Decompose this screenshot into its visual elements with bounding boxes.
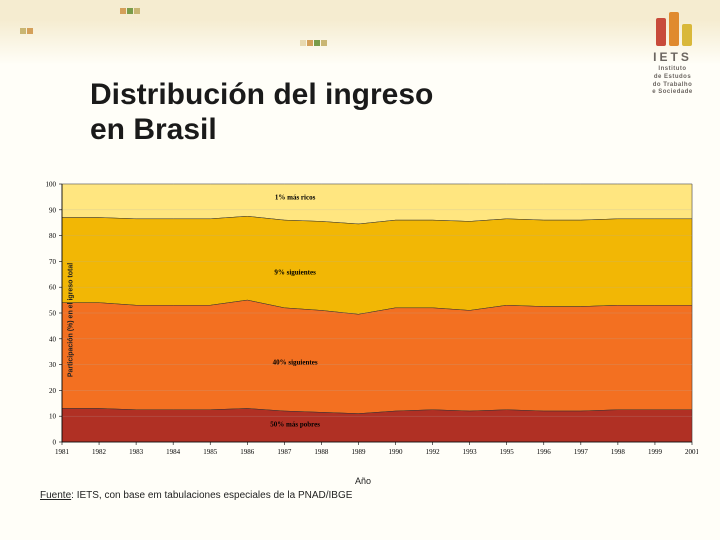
deco-sq <box>20 28 26 34</box>
svg-text:1983: 1983 <box>129 448 144 456</box>
svg-text:1995: 1995 <box>500 448 515 456</box>
svg-text:30: 30 <box>49 361 57 369</box>
svg-text:1990: 1990 <box>389 448 404 456</box>
deco-sq <box>120 8 126 14</box>
svg-text:100: 100 <box>46 181 57 189</box>
source-text: : IETS, con base em tabulaciones especia… <box>71 490 352 501</box>
chart-svg: 0 10 20 30 40 50 60 70 80 90 100 1981 1982 1983 1984 19… <box>28 180 698 460</box>
source-note: Fuente: IETS, con base em tabulaciones e… <box>40 490 352 501</box>
svg-text:70: 70 <box>49 258 57 266</box>
svg-text:1982: 1982 <box>92 448 107 456</box>
svg-text:1992: 1992 <box>426 448 441 456</box>
logo-name: IETS <box>635 50 710 64</box>
deco-sq <box>27 28 33 34</box>
title-line1: Distribución del ingreso <box>90 78 433 111</box>
svg-text:20: 20 <box>49 387 57 395</box>
header-deco <box>0 0 720 65</box>
svg-text:60: 60 <box>49 284 57 292</box>
svg-text:0: 0 <box>53 439 57 447</box>
svg-text:90: 90 <box>49 206 57 214</box>
svg-text:40% siguientes: 40% siguientes <box>273 359 318 367</box>
svg-text:1993: 1993 <box>463 448 478 456</box>
page-title: Distribución del ingreso en Brasil <box>90 78 433 147</box>
deco-sq <box>134 8 140 14</box>
svg-text:1981: 1981 <box>55 448 70 456</box>
svg-text:1% más ricos: 1% más ricos <box>275 193 316 201</box>
svg-text:1987: 1987 <box>277 448 292 456</box>
income-distribution-chart: Participación (%) en el igreso total 0 10… <box>28 180 698 460</box>
svg-text:1999: 1999 <box>648 448 663 456</box>
svg-text:1988: 1988 <box>314 448 329 456</box>
svg-text:1998: 1998 <box>611 448 626 456</box>
svg-text:80: 80 <box>49 232 57 240</box>
iets-logo: IETS Instituto de Estudos do Trabalho e … <box>635 10 710 97</box>
svg-text:10: 10 <box>49 413 57 421</box>
svg-text:40: 40 <box>49 335 57 343</box>
deco-sq <box>300 40 306 46</box>
svg-text:1984: 1984 <box>166 448 181 456</box>
deco-sq <box>307 40 313 46</box>
source-label: Fuente <box>40 490 71 501</box>
logo-subtitle: Instituto de Estudos do Trabalho e Socie… <box>635 66 710 97</box>
svg-text:1985: 1985 <box>203 448 218 456</box>
svg-text:9% siguientes: 9% siguientes <box>274 268 316 276</box>
svg-text:1996: 1996 <box>537 448 552 456</box>
svg-text:50: 50 <box>49 310 57 318</box>
svg-text:1986: 1986 <box>240 448 255 456</box>
svg-text:1989: 1989 <box>351 448 366 456</box>
svg-text:2001: 2001 <box>685 448 698 456</box>
title-line2: en Brasil <box>90 113 217 146</box>
x-axis-label: Año <box>355 476 371 486</box>
deco-sq <box>321 40 327 46</box>
deco-sq <box>314 40 320 46</box>
svg-text:50% más pobres: 50% más pobres <box>270 421 320 429</box>
svg-text:1997: 1997 <box>574 448 589 456</box>
deco-sq <box>127 8 133 14</box>
y-axis-label: Participación (%) en el igreso total <box>68 263 75 377</box>
